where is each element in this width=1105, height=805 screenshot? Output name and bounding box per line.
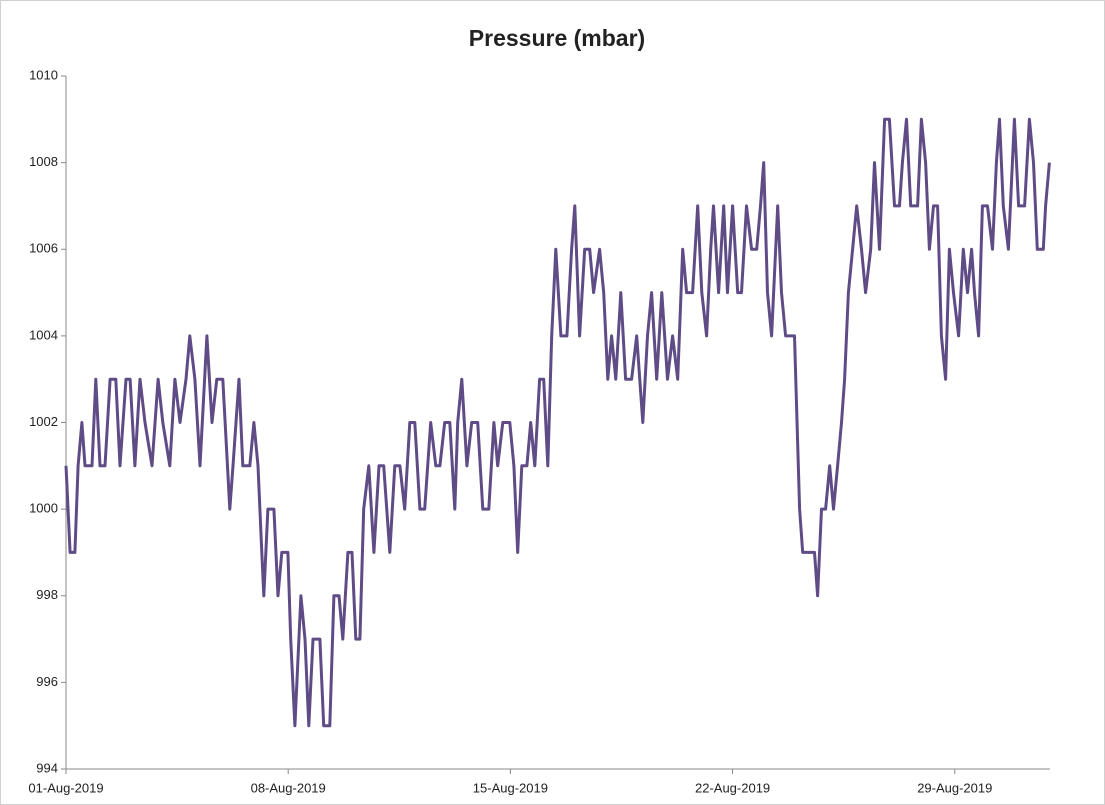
y-tick-label: 1004 — [29, 327, 58, 342]
x-tick-label: 15-Aug-2019 — [473, 780, 548, 795]
x-tick-label: 08-Aug-2019 — [251, 780, 326, 795]
data-line — [64, 117, 1051, 728]
x-tick-label: 22-Aug-2019 — [695, 780, 770, 795]
x-tick-label: 29-Aug-2019 — [917, 780, 992, 795]
y-tick-label: 996 — [36, 674, 58, 689]
y-tick-label: 1000 — [29, 501, 58, 516]
x-tick-label: 01-Aug-2019 — [28, 780, 103, 795]
y-tick-label: 1006 — [29, 241, 58, 256]
y-tick-label: 994 — [36, 760, 58, 775]
y-tick-label: 1010 — [29, 67, 58, 82]
chart-title: Pressure (mbar) — [469, 25, 645, 51]
y-tick-label: 998 — [36, 587, 58, 602]
y-tick-label: 1002 — [29, 414, 58, 429]
y-tick-label: 1008 — [29, 154, 58, 169]
